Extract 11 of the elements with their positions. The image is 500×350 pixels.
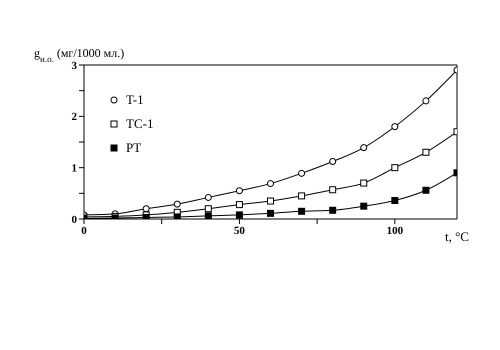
legend-label: TC-1	[126, 116, 154, 132]
x-tick-label: 100	[386, 224, 404, 237]
x-tick-label: 50	[234, 224, 246, 237]
y-tick-label: 0	[72, 214, 78, 226]
x-axis-title: t, °C	[445, 229, 469, 244]
y-tick-label: 3	[72, 60, 78, 72]
legend-label: T-1	[126, 92, 144, 108]
y-tick-label: 2	[72, 111, 78, 124]
legend-label: PT	[126, 140, 142, 156]
y-tick-label: 1	[72, 162, 77, 175]
x-tick-label: 0	[81, 224, 88, 237]
